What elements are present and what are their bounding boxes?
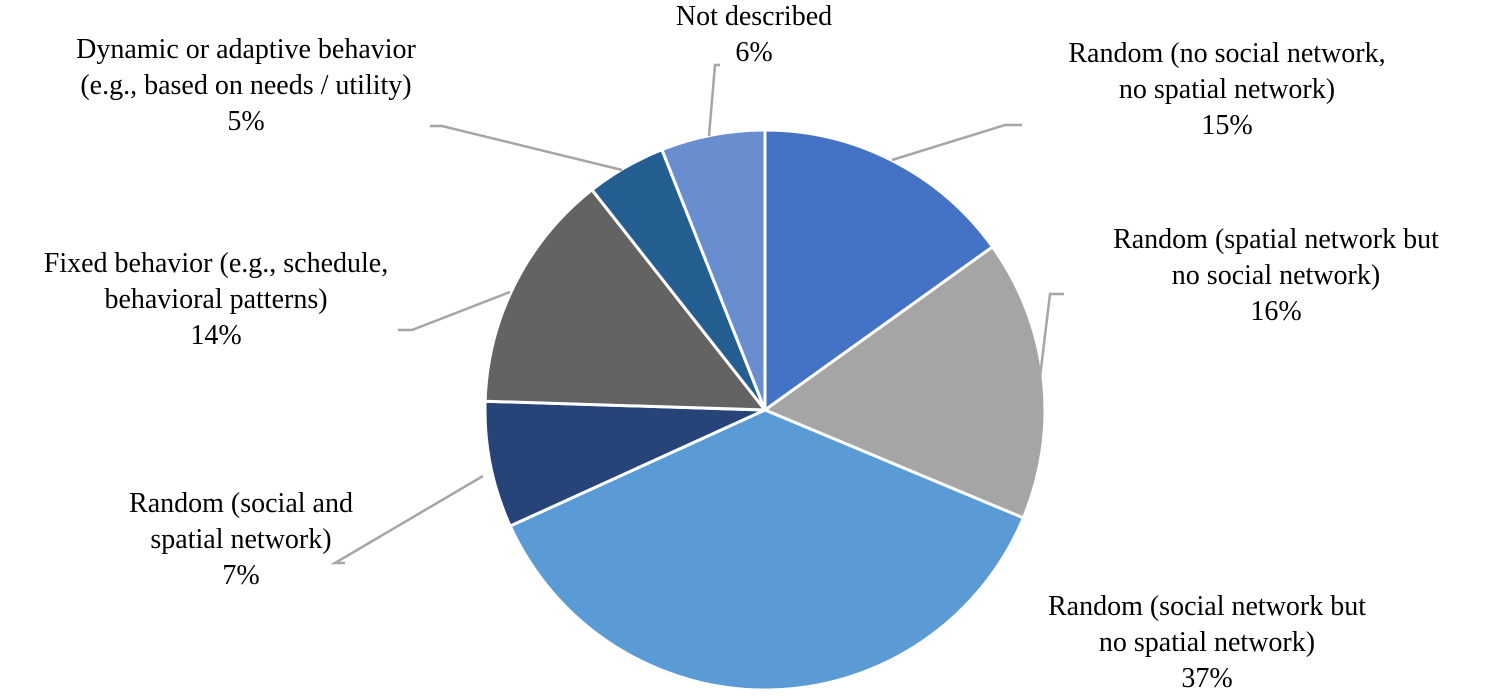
slice-labels: Random (no social network, no spatial net… [44,1,1439,694]
data-label-3: Random (social network but no spatial net… [1048,591,1366,694]
data-label-line: (e.g., based on needs / utility) [80,70,411,101]
data-label-percent: 16% [1250,296,1301,327]
data-label-line: Random (social network but [1048,591,1366,622]
pie-slices [483,128,1047,692]
data-label-percent: 15% [1201,110,1252,141]
data-label-percent: 6% [735,37,772,68]
data-label-percent: 37% [1181,663,1232,694]
data-label-2: Random (spatial network but no social net… [1113,224,1439,327]
pie-slice-3 [508,408,1026,692]
data-label-line: behavioral patterns) [104,284,327,315]
data-label-6: Dynamic or adaptive behavior (e.g., based… [76,34,416,137]
data-label-line: no social network) [1172,260,1380,291]
data-label-1: Random (no social network, no spatial net… [1068,38,1385,141]
leader-lines [330,63,1064,565]
data-label-line: Not described [676,1,832,32]
pie-slice-5 [483,187,769,412]
data-label-percent: 7% [222,560,259,591]
pie-slice-7 [659,128,767,411]
pie-slice-2 [761,244,1047,520]
data-label-7: Not described 6% [676,1,832,68]
leader-line-1 [891,123,1022,162]
data-label-percent: 14% [190,320,241,351]
data-label-line: spatial network) [150,524,331,555]
data-label-line: Fixed behavior (e.g., schedule, [44,248,388,279]
data-label-5: Fixed behavior (e.g., schedule, behaviora… [44,248,388,351]
data-label-line: Random (spatial network but [1113,224,1439,255]
leader-line-6 [430,124,623,172]
leader-line-2 [1038,292,1064,378]
leader-line-7 [707,63,720,137]
data-label-line: Random (no social network, [1068,38,1385,69]
pie-slice-4 [483,399,766,529]
data-label-4: Random (social and spatial network) 7% [129,488,353,591]
data-label-line: no spatial network) [1099,627,1315,658]
leader-line-5 [398,290,511,332]
data-label-percent: 5% [227,106,264,137]
data-label-line: Dynamic or adaptive behavior [76,34,416,65]
leader-line-4 [330,474,484,565]
data-label-line: Random (social and [129,488,353,519]
data-label-line: no spatial network) [1119,74,1335,105]
